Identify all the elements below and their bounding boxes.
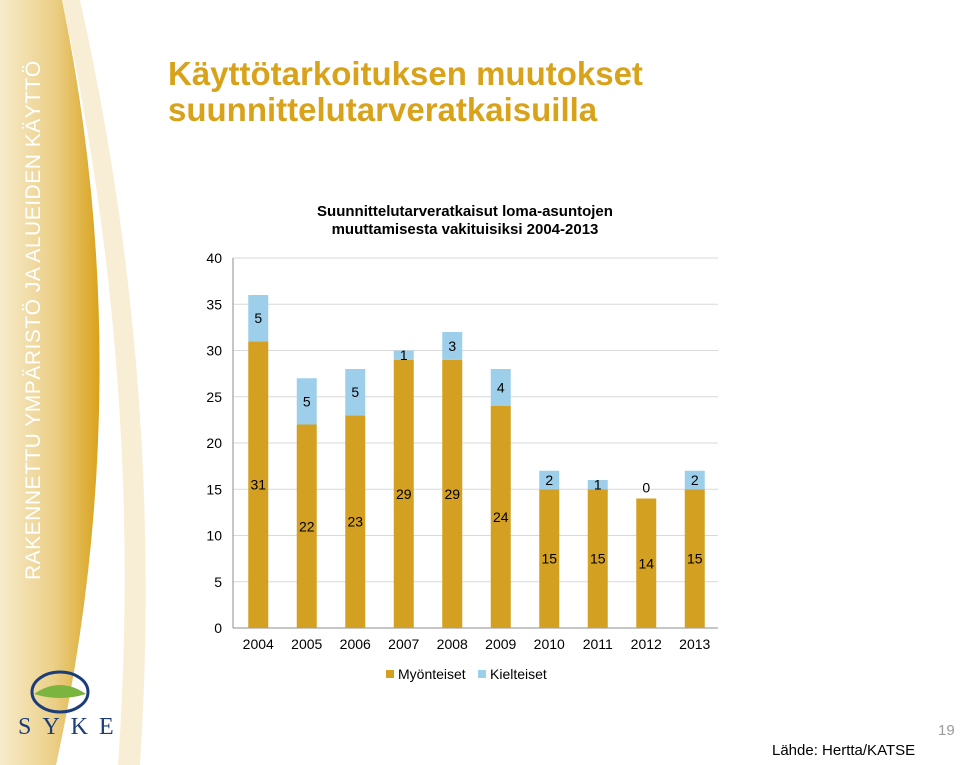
data-label-myonteiset: 31 — [250, 477, 266, 493]
bar-myonteiset — [490, 406, 511, 628]
bar-myonteiset — [442, 359, 463, 628]
data-label-kielteiset: 1 — [594, 477, 602, 493]
data-label-myonteiset: 15 — [687, 551, 703, 567]
legend-swatch-myonteiset — [386, 670, 394, 678]
data-label-myonteiset: 22 — [299, 518, 315, 534]
y-tick-label: 15 — [206, 481, 222, 497]
bar-myonteiset — [684, 489, 705, 628]
x-tick-label: 2008 — [437, 636, 468, 652]
page-number: 19 — [938, 722, 955, 739]
data-label-kielteiset: 4 — [497, 380, 505, 396]
logo-text: SYKE — [18, 714, 125, 740]
x-tick-label: 2011 — [583, 636, 613, 652]
bar-myonteiset — [539, 489, 560, 628]
y-tick-label: 5 — [214, 574, 222, 590]
bar-myonteiset — [393, 359, 414, 628]
bar-kielteiset — [539, 470, 560, 490]
data-label-myonteiset: 15 — [541, 551, 557, 567]
data-label-kielteiset: 1 — [400, 347, 408, 363]
y-tick-label: 0 — [214, 620, 222, 636]
x-tick-label: 2007 — [388, 636, 419, 652]
y-tick-label: 35 — [206, 296, 222, 312]
bar-kielteiset — [587, 480, 608, 490]
slide-title: Käyttötarkoituksen muutokset suunnittelu… — [168, 55, 643, 128]
chart-title-line-1: Suunnittelutarveratkaisut loma-asuntojen — [317, 203, 613, 220]
x-axis-ticks: 2004 2005 2006 2007 2008 2009 2010 2011 2012 2013 — [243, 636, 711, 652]
x-tick-label: 2010 — [534, 636, 565, 652]
legend-label-myonteiset: Myönteiset — [398, 666, 466, 682]
y-tick-label: 20 — [206, 435, 222, 451]
y-tick-label: 40 — [206, 250, 222, 266]
bar-kielteiset — [490, 369, 511, 406]
data-label-kielteiset: 5 — [351, 384, 359, 400]
bar-kielteiset — [296, 378, 317, 425]
y-axis-ticks: 0 5 10 15 20 25 30 35 40 — [206, 250, 222, 636]
y-tick-label: 30 — [206, 343, 222, 359]
data-label-myonteiset: 29 — [444, 486, 460, 502]
x-tick-label: 2013 — [679, 636, 710, 652]
bar-kielteiset — [248, 295, 269, 342]
legend: Myönteiset Kielteiset — [386, 666, 547, 682]
data-label-myonteiset: 23 — [347, 514, 363, 530]
bar-myonteiset — [248, 341, 269, 628]
x-tick-label: 2004 — [243, 636, 274, 652]
x-tick-label: 2005 — [291, 636, 322, 652]
bar-myonteiset — [296, 424, 317, 628]
bar-kielteiset — [684, 470, 705, 490]
bar-myonteiset — [587, 489, 608, 628]
data-label-myonteiset: 15 — [590, 551, 606, 567]
data-label-kielteiset: 0 — [642, 480, 650, 496]
bar-myonteiset — [345, 415, 366, 628]
data-label-kielteiset: 2 — [545, 472, 553, 488]
x-tick-label: 2009 — [485, 636, 516, 652]
data-labels: 31 5 22 5 23 5 29 1 29 3 24 4 15 2 15 1 14 0 15 2 — [250, 310, 702, 571]
data-label-kielteiset: 2 — [691, 472, 699, 488]
x-tick-label: 2012 — [631, 636, 662, 652]
y-tick-label: 10 — [206, 528, 222, 544]
data-label-kielteiset: 5 — [303, 393, 311, 409]
bars — [248, 295, 705, 628]
chart-title-line-2: muuttamisesta vakituisiksi 2004-2013 — [332, 221, 599, 238]
data-label-myonteiset: 14 — [638, 555, 654, 571]
legend-label-kielteiset: Kielteiset — [490, 666, 547, 682]
data-label-kielteiset: 5 — [254, 310, 262, 326]
bar-kielteiset — [393, 350, 414, 360]
data-label-myonteiset: 24 — [493, 509, 509, 525]
data-label-kielteiset: 3 — [448, 338, 456, 354]
data-label-myonteiset: 29 — [396, 486, 412, 502]
y-tick-label: 25 — [206, 389, 222, 405]
bar-myonteiset — [636, 498, 657, 628]
bar-kielteiset — [442, 332, 463, 360]
source-note: Lähde: Hertta/KATSE — [772, 742, 916, 759]
bar-kielteiset — [345, 369, 366, 416]
legend-swatch-kielteiset — [478, 670, 486, 678]
x-tick-label: 2006 — [340, 636, 371, 652]
